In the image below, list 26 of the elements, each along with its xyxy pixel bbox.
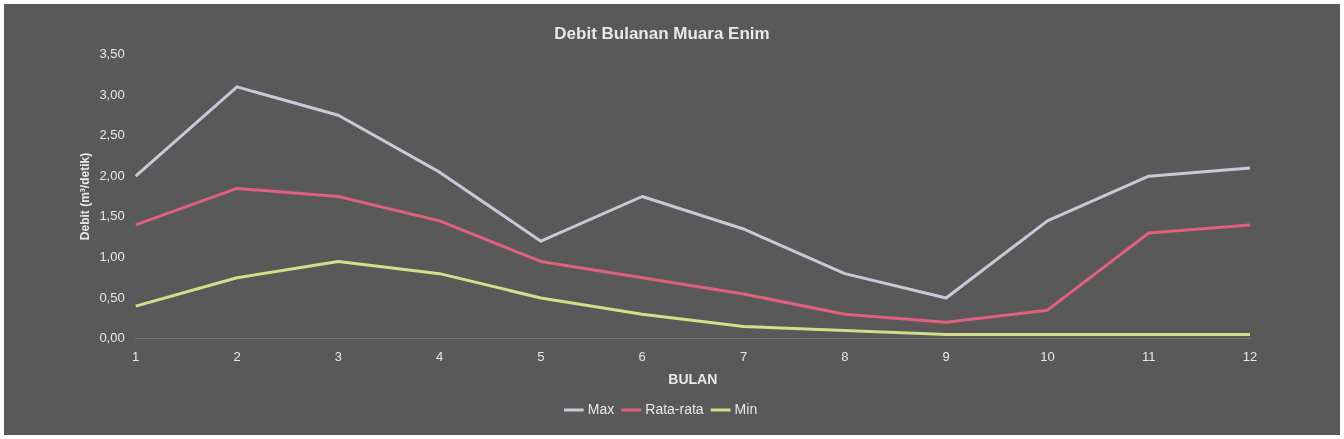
legend-label: Min	[734, 400, 758, 417]
legend-label: Rata-rata	[645, 400, 704, 417]
x-tick-label: 5	[537, 348, 545, 364]
x-tick-label: 8	[841, 348, 849, 364]
chart-title: Debit Bulanan Muara Enim	[554, 23, 770, 43]
x-tick-label: 7	[739, 348, 748, 364]
x-tick-label: 9	[942, 348, 950, 364]
x-tick-label: 10	[1040, 348, 1055, 364]
x-axis-title: BULAN	[668, 371, 718, 388]
x-tick-label: 1	[132, 348, 140, 364]
y-tick-label: 1,50	[99, 208, 125, 224]
y-tick-label: 2,50	[99, 127, 125, 143]
x-tick-label: 2	[233, 348, 241, 364]
y-tick-label: 2,00	[99, 167, 125, 183]
y-tick-label: 0,50	[99, 289, 125, 305]
y-tick-label: 1,00	[99, 248, 125, 264]
y-tick-label: 3,00	[99, 86, 125, 102]
y-tick-label: 3,50	[99, 45, 125, 61]
x-tick-label: 3	[334, 348, 342, 364]
y-tick-label: 0,00	[99, 330, 125, 346]
x-tick-label: 6	[638, 348, 646, 364]
y-axis-title: Debit (m³/detik)	[77, 152, 92, 241]
x-tick-label: 12	[1242, 348, 1258, 364]
legend-label: Max	[587, 400, 615, 417]
x-tick-label: 11	[1141, 348, 1156, 364]
x-tick-label: 4	[435, 348, 444, 364]
